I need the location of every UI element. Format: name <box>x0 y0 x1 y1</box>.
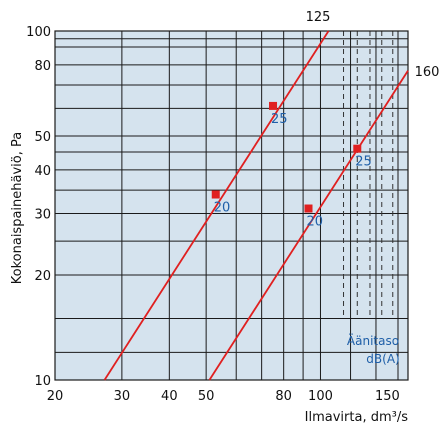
data-point <box>211 190 220 199</box>
sound-level-lines <box>343 31 394 319</box>
y-tick-label: 80 <box>34 59 51 74</box>
y-tick-label: 50 <box>34 130 51 145</box>
grid <box>55 31 408 380</box>
y-axis-title: Kokonaispainehäviö, Pa <box>10 132 25 284</box>
x-tick-label: 100 <box>308 389 333 404</box>
sound-level-label-2: dB(A) <box>366 352 399 366</box>
data-label: 20 <box>214 201 231 216</box>
data-label: 25 <box>355 155 372 170</box>
data-label: 25 <box>271 112 288 127</box>
plot-frame <box>54 30 409 381</box>
data-point <box>353 144 362 153</box>
data-point <box>304 204 313 213</box>
series: 20 25 20 25 <box>103 30 409 381</box>
sound-level-label-1: Äänitaso <box>347 333 399 348</box>
x-tick-label: 20 <box>47 389 64 404</box>
x-tick-label: 50 <box>198 389 215 404</box>
x-axis-title: Ilmavirta, dm³/s <box>305 410 409 423</box>
y-tick-label: 30 <box>34 207 51 222</box>
x-tick-label: 150 <box>375 389 400 404</box>
plot-area <box>55 31 408 380</box>
x-tick-label: 80 <box>275 389 292 404</box>
series-label-160: 160 <box>415 65 440 80</box>
x-tick-label: 40 <box>161 389 178 404</box>
data-point <box>269 101 278 110</box>
series-line-125 <box>103 30 330 381</box>
series-label-125: 125 <box>306 10 331 25</box>
x-tick-label: 30 <box>114 389 131 404</box>
y-tick-label: 40 <box>34 164 51 179</box>
series-line-160 <box>208 70 409 381</box>
y-tick-label: 100 <box>26 25 51 40</box>
y-tick-label: 20 <box>34 269 51 284</box>
data-label: 20 <box>307 215 324 230</box>
y-tick-label: 10 <box>34 374 51 389</box>
